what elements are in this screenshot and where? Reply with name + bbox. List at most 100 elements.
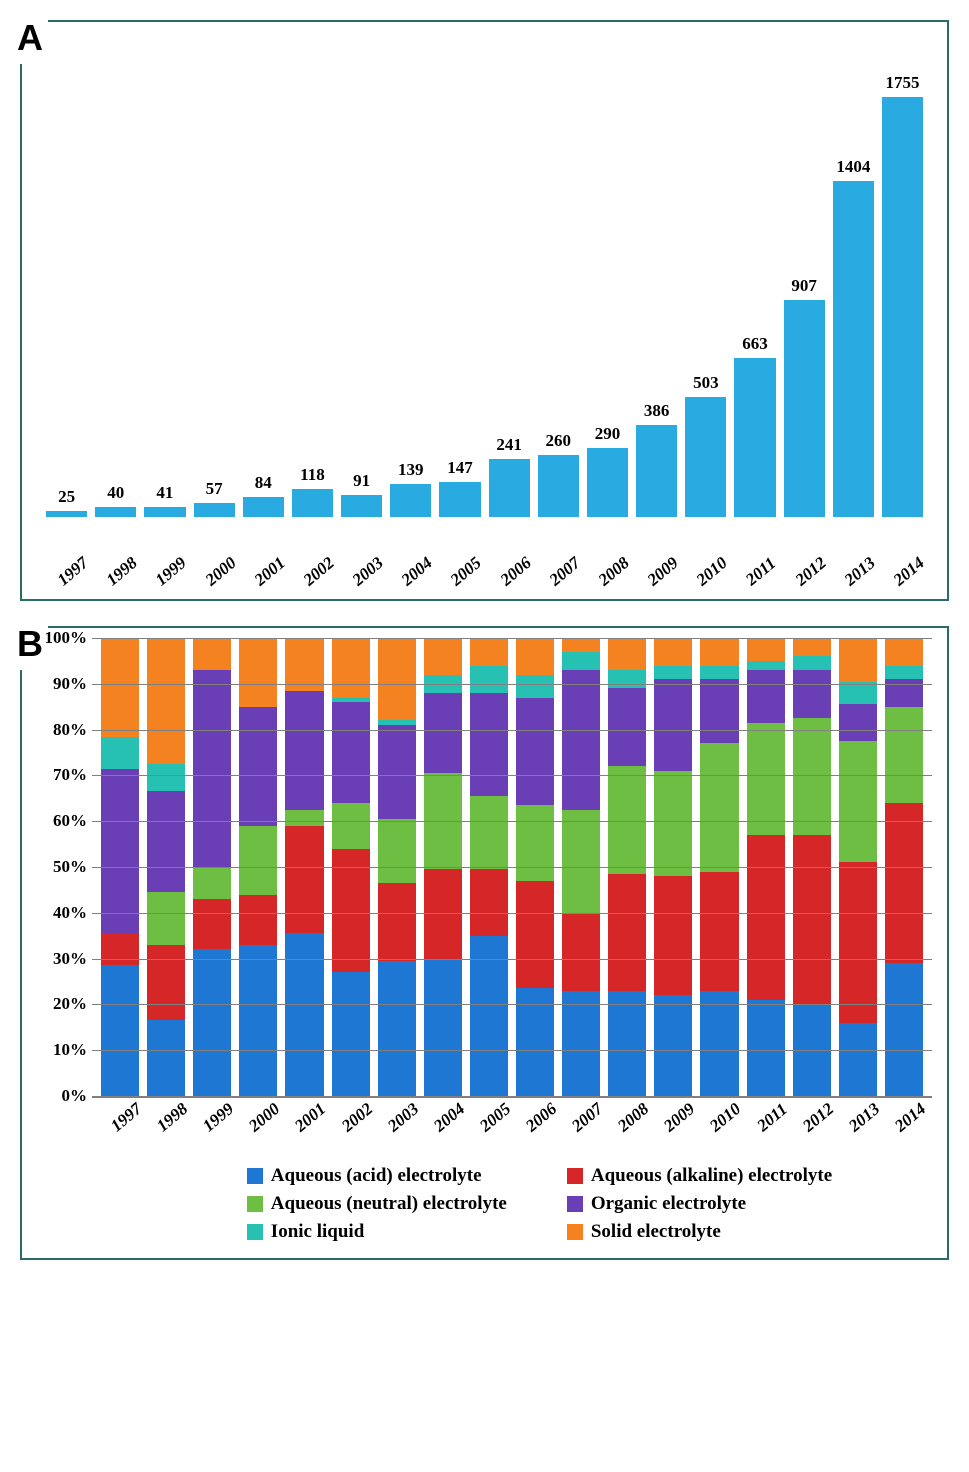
chart-b-segment-ionic bbox=[839, 682, 877, 705]
chart-a-bar-value: 91 bbox=[353, 471, 370, 491]
chart-b-ylabel: 60% bbox=[37, 811, 87, 831]
chart-a-xlabel: 1999 bbox=[149, 551, 193, 593]
legend-swatch bbox=[567, 1224, 583, 1240]
chart-b-segment-organic bbox=[101, 769, 139, 934]
chart-b-ylabel: 10% bbox=[37, 1040, 87, 1060]
chart-b-segment-solid bbox=[793, 638, 831, 656]
chart-a-bar-value: 1755 bbox=[886, 73, 920, 93]
chart-b-segment-solid bbox=[700, 638, 738, 665]
chart-b-segment-neutral bbox=[332, 803, 370, 849]
chart-b-segment-neutral bbox=[147, 892, 185, 945]
chart-b-xlabel: 2008 bbox=[613, 1098, 655, 1138]
chart-b-xlabel: 2004 bbox=[428, 1098, 470, 1138]
chart-b-segment-neutral bbox=[747, 723, 785, 835]
chart-a-bar: 260 bbox=[538, 57, 579, 517]
chart-b-segment-alkaline bbox=[101, 933, 139, 965]
legend-item-neutral: Aqueous (neutral) electrolyte bbox=[247, 1193, 507, 1215]
chart-b-gridline bbox=[92, 959, 932, 960]
chart-b-ylabel: 30% bbox=[37, 949, 87, 969]
chart-b-segment-ionic bbox=[654, 666, 692, 680]
chart-b-segment-alkaline bbox=[839, 862, 877, 1022]
chart-b-segment-acid bbox=[239, 945, 277, 1096]
chart-b-segment-alkaline bbox=[470, 869, 508, 935]
legend-swatch bbox=[247, 1168, 263, 1184]
chart-b-segment-acid bbox=[562, 991, 600, 1096]
chart-b-legend: Aqueous (acid) electrolyteAqueous (alkal… bbox=[147, 1165, 932, 1243]
chart-b-xaxis: 1997199819992000200120022003200420052006… bbox=[92, 1110, 932, 1130]
chart-a-xlabel: 1998 bbox=[100, 551, 144, 593]
chart-b-segment-acid bbox=[147, 1020, 185, 1096]
chart-a-bar: 41 bbox=[144, 57, 185, 517]
chart-b-segment-neutral bbox=[885, 707, 923, 803]
chart-a-xlabel: 2013 bbox=[838, 551, 882, 593]
chart-a-bar-rect bbox=[439, 482, 480, 517]
chart-b-segment-neutral bbox=[285, 810, 323, 826]
chart-b-segment-solid bbox=[608, 638, 646, 670]
chart-b-xlabel: 2011 bbox=[751, 1098, 793, 1138]
chart-a-xlabel: 2002 bbox=[297, 551, 341, 593]
chart-b-segment-solid bbox=[101, 638, 139, 736]
chart-b-segment-solid bbox=[839, 638, 877, 682]
chart-a-bar-value: 907 bbox=[791, 276, 817, 296]
chart-b-segment-ionic bbox=[470, 666, 508, 693]
chart-b-wrap: 0%10%20%30%40%50%60%70%80%90%100% 199719… bbox=[37, 638, 932, 1243]
chart-b-segment-acid bbox=[747, 1000, 785, 1096]
chart-b-ylabel: 0% bbox=[37, 1086, 87, 1106]
chart-a-bar-rect bbox=[882, 97, 923, 517]
legend-label: Ionic liquid bbox=[271, 1221, 364, 1243]
chart-b-segment-neutral bbox=[378, 819, 416, 883]
chart-b-segment-organic bbox=[839, 704, 877, 741]
chart-b-segment-solid bbox=[147, 638, 185, 764]
chart-b-xlabel: 2010 bbox=[705, 1098, 747, 1138]
chart-a-bar: 40 bbox=[95, 57, 136, 517]
chart-b-xlabel: 2000 bbox=[244, 1098, 286, 1138]
chart-a-xlabel: 2009 bbox=[641, 551, 685, 593]
legend-swatch bbox=[567, 1168, 583, 1184]
chart-b-segment-acid bbox=[193, 949, 231, 1096]
chart-a-bar-value: 386 bbox=[644, 401, 670, 421]
chart-a-bar-value: 241 bbox=[496, 435, 522, 455]
chart-b-segment-solid bbox=[193, 638, 231, 670]
chart-b-gridline bbox=[92, 684, 932, 685]
chart-a-bar-value: 25 bbox=[58, 487, 75, 507]
chart-a-xlabel: 2008 bbox=[592, 551, 636, 593]
chart-b-segment-solid bbox=[885, 638, 923, 665]
chart-a-xaxis: 1997199819992000200120022003200420052006… bbox=[37, 564, 932, 584]
chart-b-segment-solid bbox=[516, 638, 554, 675]
chart-b-gridline bbox=[92, 913, 932, 914]
chart-b-segment-ionic bbox=[885, 666, 923, 680]
chart-b-segment-alkaline bbox=[747, 835, 785, 1000]
chart-b-segment-ionic bbox=[700, 666, 738, 680]
chart-b-segment-neutral bbox=[793, 718, 831, 835]
chart-b-segment-alkaline bbox=[239, 895, 277, 945]
chart-b-segment-alkaline bbox=[654, 876, 692, 995]
chart-b-segment-alkaline bbox=[608, 874, 646, 991]
chart-b-segment-solid bbox=[654, 638, 692, 665]
chart-b-segment-acid bbox=[378, 961, 416, 1096]
chart-a-bar-rect bbox=[144, 507, 185, 517]
chart-b-segment-organic bbox=[793, 670, 831, 718]
chart-b-segment-acid bbox=[654, 995, 692, 1096]
chart-b-segment-organic bbox=[378, 725, 416, 819]
chart-b-segment-solid bbox=[285, 638, 323, 691]
chart-a-xlabel: 2014 bbox=[887, 551, 931, 593]
chart-b-segment-neutral bbox=[193, 867, 231, 899]
chart-a-bar: 147 bbox=[439, 57, 480, 517]
chart-b-segment-alkaline bbox=[147, 945, 185, 1021]
chart-b-xlabel: 1999 bbox=[198, 1098, 240, 1138]
chart-b-xlabel: 2012 bbox=[797, 1098, 839, 1138]
chart-b-ylabel: 20% bbox=[37, 994, 87, 1014]
chart-a-bar: 25 bbox=[46, 57, 87, 517]
chart-b-segment-ionic bbox=[562, 652, 600, 670]
chart-a-bar: 907 bbox=[784, 57, 825, 517]
chart-a-xlabel: 2011 bbox=[739, 551, 783, 593]
chart-b-ylabel: 80% bbox=[37, 720, 87, 740]
chart-b-ylabel: 50% bbox=[37, 857, 87, 877]
chart-b-segment-ionic bbox=[608, 670, 646, 688]
chart-b-segment-solid bbox=[239, 638, 277, 707]
chart-b-segment-organic bbox=[747, 670, 785, 723]
chart-b-segment-organic bbox=[700, 679, 738, 743]
chart-a-bar-rect bbox=[734, 358, 775, 517]
chart-b-segment-solid bbox=[562, 638, 600, 652]
chart-a-bar-rect bbox=[95, 507, 136, 517]
